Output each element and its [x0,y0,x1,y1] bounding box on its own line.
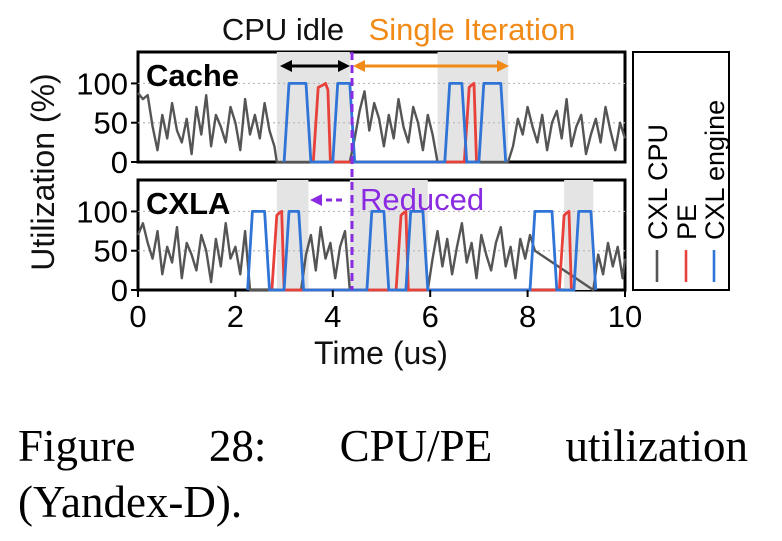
x-tick-label: 6 [422,299,439,334]
cache-panel-title: Cache [146,58,239,93]
caption-line-2: (Yandex-D). [18,477,243,527]
y-tick-label: 100 [76,66,128,101]
cache-cxl-engine-series [282,82,508,164]
x-tick-label: 8 [519,299,536,334]
y-tick-label: 50 [94,234,128,269]
y-tick-label: 0 [111,273,128,308]
caption-word: CPU/PE [339,421,493,471]
cpu-idle-arrow [280,60,350,72]
x-tick-label: 4 [324,299,341,334]
reduced-arrow [310,194,346,206]
legend-frame [632,51,730,291]
figure-caption: Figure 28: CPU/PE utilization (Yandex-D)… [18,418,748,530]
pe-legend-label: PE [672,204,702,240]
cxla-cxl-engine-series [246,209,598,292]
x-tick-label: 0 [129,299,146,334]
reduced-annotation: Reduced [360,182,484,217]
y-tick-label: 0 [111,145,128,180]
cxla-cxl-cpu-series [136,221,627,292]
y-tick-label: 50 [94,106,128,141]
y-tick-label: 100 [76,194,128,229]
caption-word: utilization [565,421,748,471]
cxl-cpu-legend-label: CXL CPU [643,124,673,240]
utilization-figure: CPU idle Single Iteration Utilization (%… [25,12,730,371]
cpu-idle-annotation: CPU idle [222,12,344,47]
cache-panel: 0 50 100 Cache [76,50,627,180]
single-iteration-annotation: Single Iteration [369,12,576,47]
x-tick-label: 2 [227,299,244,334]
cxla-panel: 0 50 100 CXLA [76,178,627,308]
cxla-pe-series [270,209,573,292]
cxl-engine-legend-label: CXL engine [700,100,730,240]
caption-word: 28: [208,421,267,471]
x-tick-label: 10 [608,299,642,334]
x-axis-label: Time (us) [314,335,448,371]
cxla-panel-title: CXLA [146,186,230,221]
y-axis-label: Utilization (%) [25,73,61,270]
caption-word: Figure [18,421,136,471]
cache-cxl-cpu-series [137,90,627,164]
single-iteration-arrow [353,60,509,72]
x-axis-ticks: 0 2 4 6 8 10 [129,290,642,334]
